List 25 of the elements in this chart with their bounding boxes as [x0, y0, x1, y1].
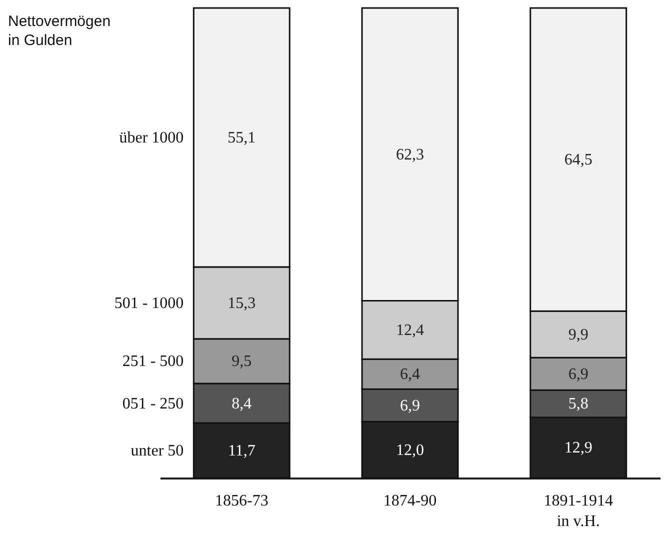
legend-title: Nettovermögen in Gulden	[8, 13, 111, 49]
data-label: 6,9	[400, 397, 420, 414]
series-label: unter 50	[130, 442, 184, 460]
x-tick-label: 1891-1914	[544, 492, 614, 510]
series-label: 501 - 1000	[114, 294, 184, 312]
text: in v.H.	[556, 513, 600, 530]
data-label: 9,9	[568, 326, 588, 344]
data-label: 11,7	[228, 442, 256, 460]
series-label: über 1000	[119, 129, 184, 146]
data-label: 62,3	[396, 146, 424, 164]
series-label: 051 - 250	[122, 395, 184, 412]
data-label: 12,9	[564, 440, 592, 457]
x-tick-label: 1856-73	[214, 492, 268, 510]
data-label: 9,5	[232, 353, 252, 370]
data-label: 6,4	[400, 366, 420, 384]
data-label: 6,9	[568, 366, 588, 383]
data-label: 8,4	[232, 395, 252, 412]
series-label: 251 - 500	[122, 353, 184, 370]
data-label: 12,0	[396, 442, 424, 459]
data-label: 15,3	[228, 294, 256, 312]
x-tick-label: 1874-90	[383, 492, 437, 510]
data-label: 55,1	[228, 129, 256, 146]
data-label: 5,8	[568, 396, 588, 413]
data-label: 64,5	[564, 152, 592, 169]
data-label: 12,4	[396, 322, 424, 339]
